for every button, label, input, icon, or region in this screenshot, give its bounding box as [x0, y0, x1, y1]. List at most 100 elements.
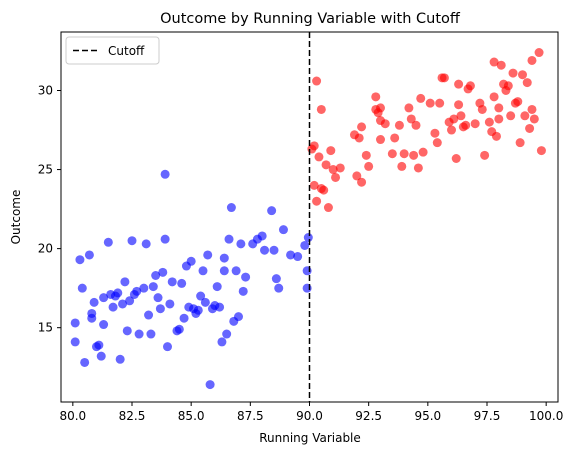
data-point-series-1-32: [397, 161, 407, 171]
data-point-series-0-10: [94, 340, 104, 350]
data-point-series-0-75: [257, 231, 267, 241]
data-point-series-0-29: [141, 239, 151, 249]
data-point-series-0-38: [160, 169, 170, 179]
data-point-series-0-64: [222, 329, 232, 339]
data-point-series-1-51: [454, 100, 464, 110]
x-tick-label: 100.0: [529, 409, 563, 423]
data-point-series-1-73: [506, 111, 516, 121]
data-point-series-1-1: [309, 180, 319, 190]
data-point-series-1-61: [480, 150, 490, 160]
data-point-series-0-81: [278, 225, 288, 235]
data-point-series-0-60: [215, 302, 225, 312]
data-point-series-1-28: [380, 119, 390, 129]
data-point-series-1-18: [357, 177, 367, 187]
data-point-series-1-67: [494, 103, 504, 113]
chart-title: Outcome by Running Variable with Cutoff: [160, 11, 461, 27]
data-point-series-1-44: [435, 98, 445, 108]
data-point-series-0-78: [269, 245, 279, 255]
data-point-series-0-13: [99, 293, 109, 303]
y-tick-label: 20: [38, 242, 53, 256]
data-point-series-0-12: [99, 320, 109, 330]
data-point-series-1-74: [508, 68, 518, 78]
y-tick-label: 15: [38, 321, 53, 335]
data-point-series-1-81: [525, 123, 535, 133]
data-point-series-1-53: [456, 111, 466, 121]
data-point-series-0-84: [300, 240, 310, 250]
data-point-series-0-87: [303, 233, 313, 243]
data-point-series-1-35: [406, 114, 416, 124]
data-point-series-1-23: [371, 92, 381, 102]
y-axis-label: Outcome: [9, 190, 23, 245]
data-point-series-0-85: [302, 283, 312, 293]
data-point-series-1-31: [394, 120, 404, 130]
data-point-series-0-77: [267, 206, 277, 216]
data-point-series-0-82: [286, 250, 296, 260]
data-point-series-1-38: [413, 163, 423, 173]
data-point-series-1-10: [323, 203, 333, 213]
data-point-series-0-61: [217, 337, 227, 347]
y-tick-label: 25: [38, 163, 53, 177]
data-point-series-0-30: [144, 310, 154, 320]
data-point-series-1-66: [491, 131, 501, 141]
data-point-series-0-53: [198, 266, 208, 276]
legend: Cutoff: [65, 36, 160, 65]
y-tick-label: 30: [38, 84, 53, 98]
data-point-series-1-6: [316, 104, 326, 114]
data-point-series-1-60: [477, 104, 487, 114]
data-point-series-1-26: [376, 103, 385, 113]
x-axis: 80.0 82.5 85.0 87.5 90.0 92.5 95.0 97.5 100.0: [59, 402, 563, 423]
data-point-series-1-13: [331, 172, 341, 182]
data-point-series-1-3: [312, 76, 322, 86]
data-point-series-0-43: [174, 324, 184, 334]
data-point-series-1-11: [326, 146, 336, 156]
data-point-series-0-39: [163, 342, 172, 352]
data-point-series-0-5: [84, 250, 94, 260]
data-point-series-1-4: [312, 196, 322, 206]
y-axis: 15 20 25 30: [38, 84, 61, 335]
data-point-series-0-20: [118, 299, 128, 309]
x-tick-label: 80.0: [59, 409, 86, 423]
legend-cutoff-label: Cutoff: [108, 44, 145, 58]
data-point-series-0-44: [177, 278, 187, 288]
data-point-series-0-65: [224, 234, 234, 244]
data-point-series-1-50: [451, 154, 461, 163]
data-point-series-0-68: [231, 266, 241, 276]
data-point-series-0-4: [80, 357, 90, 367]
data-point-series-1-42: [430, 128, 440, 138]
data-point-series-1-55: [461, 120, 471, 130]
data-point-series-1-69: [496, 60, 506, 70]
data-point-series-0-70: [236, 239, 246, 249]
x-tick-label: 82.5: [119, 409, 146, 423]
data-point-series-0-56: [205, 380, 215, 390]
data-point-series-0-52: [196, 291, 206, 301]
data-point-series-1-29: [387, 149, 397, 159]
data-point-series-0-69: [234, 312, 243, 322]
data-point-series-0-66: [226, 203, 236, 213]
data-point-series-1-77: [515, 138, 525, 148]
data-point-series-1-58: [470, 119, 480, 129]
data-point-series-0-83: [293, 252, 303, 262]
data-point-series-0-72: [241, 272, 251, 282]
data-point-series-0-21: [120, 277, 130, 287]
data-point-series-1-85: [534, 48, 544, 58]
data-point-series-1-52: [454, 79, 464, 89]
data-point-series-0-51: [193, 305, 203, 315]
data-point-series-1-49: [449, 114, 459, 124]
x-tick-label: 97.5: [474, 409, 501, 423]
x-axis-label: Running Variable: [259, 431, 361, 445]
data-point-series-0-14: [103, 237, 113, 247]
data-point-series-1-80: [522, 78, 532, 88]
data-point-series-0-2: [75, 255, 85, 265]
data-point-series-1-40: [418, 147, 428, 157]
x-tick-label: 85.0: [178, 409, 205, 423]
data-point-series-1-9: [321, 160, 331, 170]
data-point-series-0-31: [146, 329, 156, 339]
data-point-series-1-34: [404, 103, 414, 113]
data-point-series-1-41: [425, 98, 435, 108]
data-point-series-0-0: [70, 337, 80, 347]
data-point-series-1-72: [503, 81, 513, 91]
data-point-series-0-48: [186, 256, 196, 266]
data-point-series-1-27: [376, 135, 385, 145]
x-tick-label: 92.5: [355, 409, 382, 423]
